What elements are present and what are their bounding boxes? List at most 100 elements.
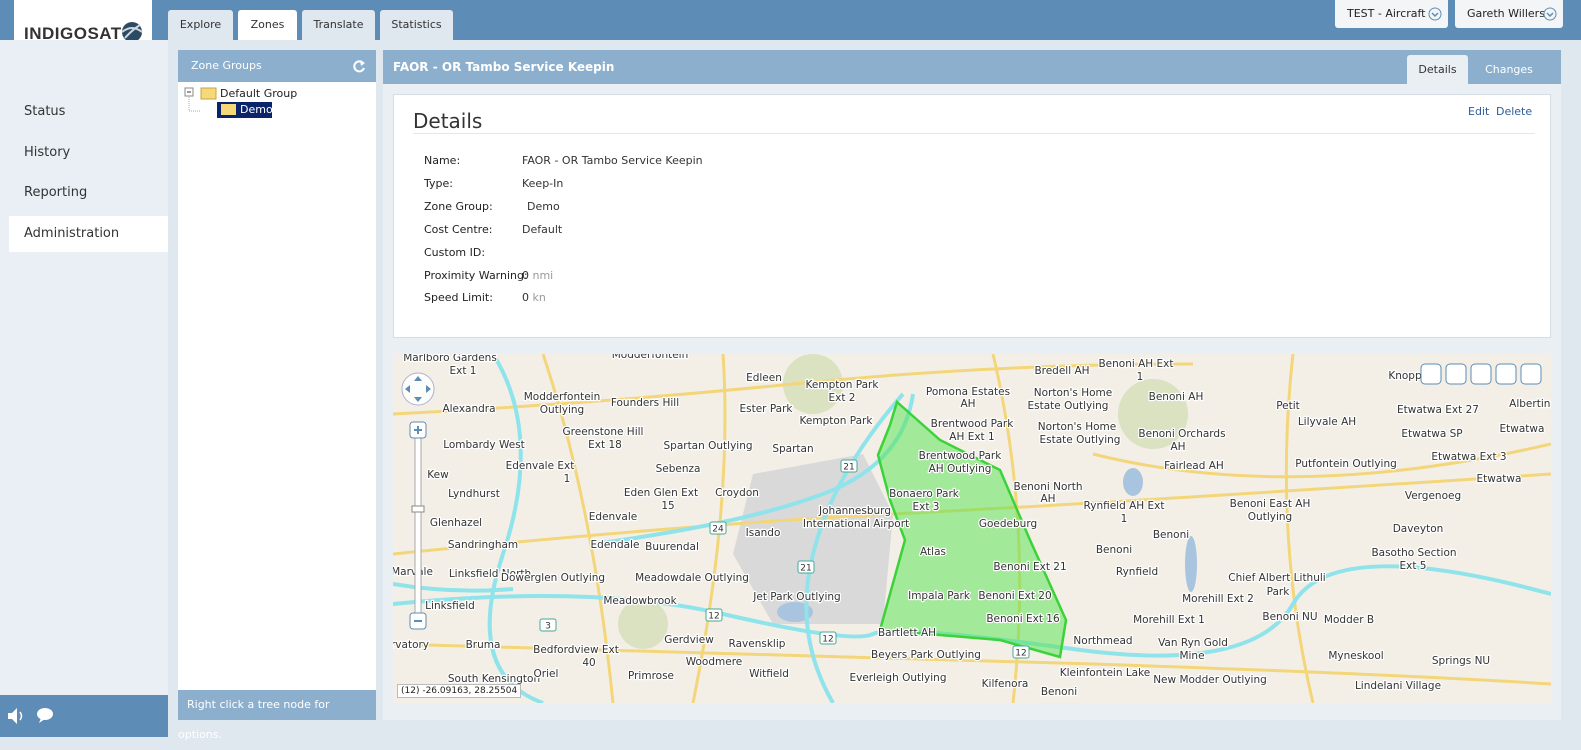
map-label: Kilfenora — [982, 678, 1029, 690]
tab[interactable]: Statistics — [380, 10, 453, 40]
field-value: 0 kn — [522, 291, 546, 304]
road-shield-label: 12 — [708, 612, 719, 622]
map-label: Morehill Ext 2 — [1182, 593, 1254, 605]
logo-text: INDIGOSAT — [24, 24, 122, 43]
field-value: Demo — [527, 200, 560, 213]
map-label: Edendale — [591, 539, 640, 551]
zone-groups-header: Zone Groups — [178, 50, 376, 82]
map-label: Benoni AH — [1149, 391, 1204, 403]
map-label: Ext 18 — [588, 439, 622, 451]
map-label: Bonaero Park — [889, 488, 960, 500]
map-label: Basotho Section — [1371, 547, 1456, 559]
map-label: Benoni — [1041, 686, 1077, 698]
delete-link[interactable]: Delete — [1496, 105, 1533, 118]
map-label: 1 — [1121, 513, 1128, 525]
pan-control[interactable] — [401, 372, 435, 406]
map-label: Primrose — [628, 670, 674, 682]
divider — [413, 133, 1535, 134]
road-shield-label: 12 — [1015, 649, 1026, 659]
map-label: Marlboro Gardens — [403, 354, 497, 364]
map-label: Myneskool — [1328, 650, 1383, 662]
zone-groups-footer: Right click a tree node for options. — [178, 690, 376, 741]
map-label: Eden Glen Ext — [624, 487, 698, 499]
map-label: Rynfield — [1116, 566, 1158, 578]
map-label: Modder B — [1324, 614, 1374, 626]
map-label: Etwatwa Ext 27 — [1397, 404, 1479, 416]
map-label: Lombardy West — [443, 439, 525, 451]
refresh-icon[interactable] — [352, 59, 366, 73]
map-label: Johannesburg — [818, 505, 891, 517]
panel-tab[interactable]: Details — [1407, 55, 1468, 84]
select-text: TEST - Aircraft — [1347, 7, 1426, 20]
map-label: Benoni Ext 21 — [993, 561, 1066, 573]
folder-icon — [221, 104, 236, 115]
map-label: Estate Outlying — [1040, 434, 1121, 446]
map-label: Estate Outlying — [1028, 400, 1109, 412]
map-label: Norton's Home — [1034, 387, 1113, 399]
airport-area — [733, 454, 893, 624]
road-shield — [705, 608, 723, 622]
vehicle-select[interactable]: TEST - Aircraft — [1335, 0, 1448, 28]
map-label: Ext 1 — [450, 365, 477, 377]
map-label: Spartan — [772, 443, 813, 455]
map-label: 40 — [582, 657, 595, 669]
dropdown-icon — [1543, 7, 1557, 21]
map-label: Spartan Outlying — [663, 440, 752, 452]
map-label: Pomona Estates — [926, 386, 1010, 398]
tree-node[interactable]: Default Group — [220, 87, 298, 100]
map-label: Etwatwa Ext 3 — [1431, 451, 1506, 463]
tab[interactable]: Translate — [302, 10, 375, 40]
map-label: Kempton Park — [800, 415, 874, 427]
tree-node-selected[interactable]: Demo — [217, 102, 273, 118]
zone-polygon[interactable] — [876, 399, 1068, 659]
map-label: Ester Park — [739, 403, 793, 415]
zoom-control[interactable] — [409, 421, 427, 630]
menu-item[interactable]: Reporting — [24, 185, 88, 200]
field-value: FAOR - OR Tambo Service Keepin — [522, 154, 703, 167]
map-label: Daveyton — [1393, 523, 1444, 535]
edit-link[interactable]: Edit — [1468, 105, 1490, 118]
value-text: FAOR - OR Tambo Service Keepin — [522, 154, 703, 167]
map-label: Woodmere — [686, 656, 743, 668]
road-shield — [840, 459, 858, 473]
menu-item[interactable]: History — [24, 145, 71, 160]
map-label: Mine — [1179, 650, 1204, 662]
tab[interactable]: Zones — [238, 10, 297, 40]
zone-title: FAOR - OR Tambo Service Keepin — [393, 60, 615, 74]
map-label: Etwatwa — [1500, 423, 1545, 435]
menu-item[interactable]: Status — [24, 104, 66, 119]
map-label: 1 — [564, 473, 571, 485]
map-label: Vergenoeg — [1405, 490, 1461, 502]
map-label: Croydon — [715, 487, 759, 499]
field-label: Proximity Warning: — [424, 268, 528, 282]
bottom-bar — [0, 695, 168, 737]
map-label: Brentwood Park — [931, 418, 1015, 430]
tree-node-text: Demo — [240, 103, 273, 116]
map-label: Lyndhurst — [448, 488, 500, 500]
menu-active-bg — [9, 216, 168, 252]
map-label: Etwatwa — [1477, 473, 1522, 485]
map-label: 1 — [1137, 371, 1144, 383]
map-tools[interactable] — [1420, 363, 1542, 385]
map[interactable]: Marlboro Gardens Ext 1 Modderfontein Edleen… — [390, 348, 1558, 705]
tab[interactable]: Explore — [168, 10, 233, 40]
map-label: New Modder Outlying — [1153, 674, 1267, 686]
map-label: 15 — [661, 500, 674, 512]
field-label: Name: — [424, 154, 461, 167]
panel-tab[interactable]: Changes — [1485, 63, 1533, 76]
map-label: Gerdview — [664, 634, 714, 646]
map-label: Meadowdale Outlying — [635, 572, 749, 584]
map-label: Springs NU — [1432, 655, 1490, 667]
map-label: Benoni NU — [1262, 611, 1317, 623]
map-label: Founders Hill — [611, 397, 679, 409]
road-shield — [709, 521, 727, 535]
field-value: Keep-In — [522, 177, 563, 190]
menu-item[interactable]: Administration — [24, 226, 120, 241]
panel-title: Zone Groups — [191, 59, 262, 72]
map-label: Benoni North — [1013, 481, 1082, 493]
map-label: Benoni AH Ext — [1098, 358, 1173, 370]
map-label: Linksfield — [425, 600, 475, 612]
user-select[interactable]: Gareth Willers — [1455, 0, 1563, 28]
